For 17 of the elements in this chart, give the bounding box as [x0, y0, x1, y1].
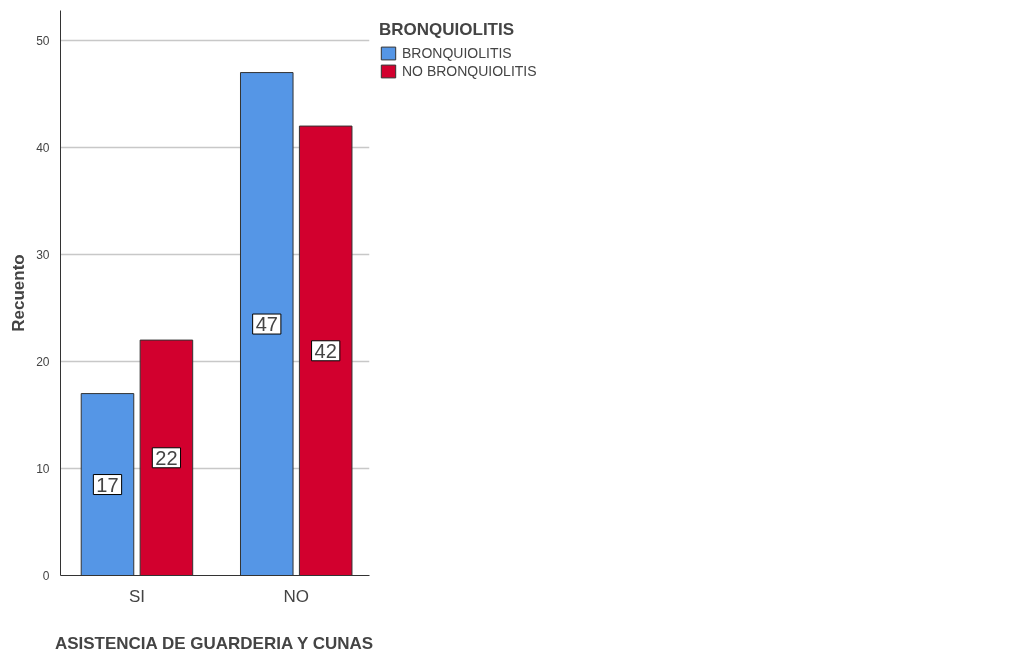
data-label: 17 — [96, 473, 119, 496]
data-label: 47 — [255, 313, 278, 336]
y-tick-label: 30 — [36, 247, 50, 262]
y-tick-label: 50 — [36, 33, 50, 48]
legend-label: BRONQUIOLITIS — [402, 45, 512, 61]
legend-title: BRONQUIOLITIS — [379, 20, 516, 40]
y-tick-label: 40 — [36, 140, 50, 155]
x-tick-label: NO — [283, 586, 309, 606]
y-tick-label: 0 — [42, 569, 50, 583]
data-label: 22 — [155, 446, 178, 469]
x-axis-title: ASISTENCIA DE GUARDERIA Y CUNAS — [54, 633, 374, 653]
y-axis-title: Recuento — [9, 254, 29, 332]
x-tick-label: SI — [128, 586, 145, 606]
legend-label: NO BRONQUIOLITIS — [402, 63, 537, 79]
y-tick-label: 20 — [36, 354, 50, 369]
data-label: 42 — [314, 339, 337, 362]
y-tick-label: 10 — [36, 461, 50, 476]
